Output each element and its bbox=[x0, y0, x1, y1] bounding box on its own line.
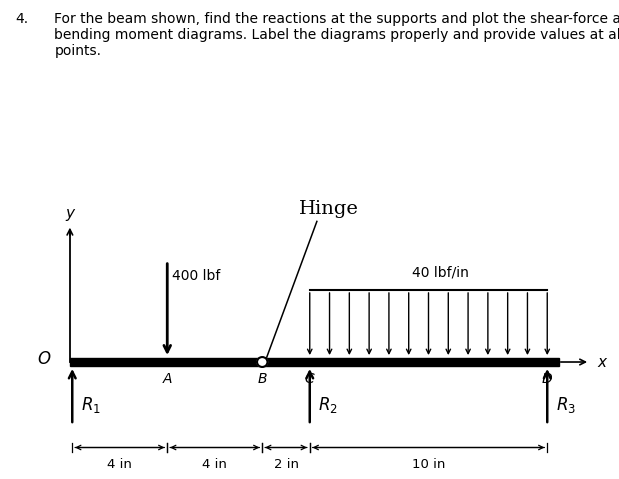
Circle shape bbox=[257, 357, 267, 367]
Text: 40 lbf/in: 40 lbf/in bbox=[412, 265, 469, 279]
Text: Hinge: Hinge bbox=[299, 200, 358, 218]
Text: A: A bbox=[163, 372, 172, 386]
Text: C: C bbox=[305, 372, 314, 386]
Text: 400 lbf: 400 lbf bbox=[172, 269, 220, 283]
Text: O: O bbox=[37, 350, 50, 368]
Text: y: y bbox=[66, 206, 74, 221]
Text: 4 in: 4 in bbox=[107, 457, 132, 471]
Text: 4.: 4. bbox=[15, 12, 28, 26]
Text: 4 in: 4 in bbox=[202, 457, 227, 471]
Text: $R_3$: $R_3$ bbox=[556, 395, 576, 415]
Text: 2 in: 2 in bbox=[274, 457, 298, 471]
Text: B: B bbox=[258, 372, 267, 386]
Text: $R_1$: $R_1$ bbox=[80, 395, 100, 415]
Text: $R_2$: $R_2$ bbox=[318, 395, 338, 415]
Bar bbox=[70, 358, 559, 366]
Text: x: x bbox=[597, 354, 606, 369]
Text: D: D bbox=[542, 372, 553, 386]
Text: For the beam shown, find the reactions at the supports and plot the shear-force : For the beam shown, find the reactions a… bbox=[54, 12, 619, 58]
Text: 10 in: 10 in bbox=[412, 457, 445, 471]
